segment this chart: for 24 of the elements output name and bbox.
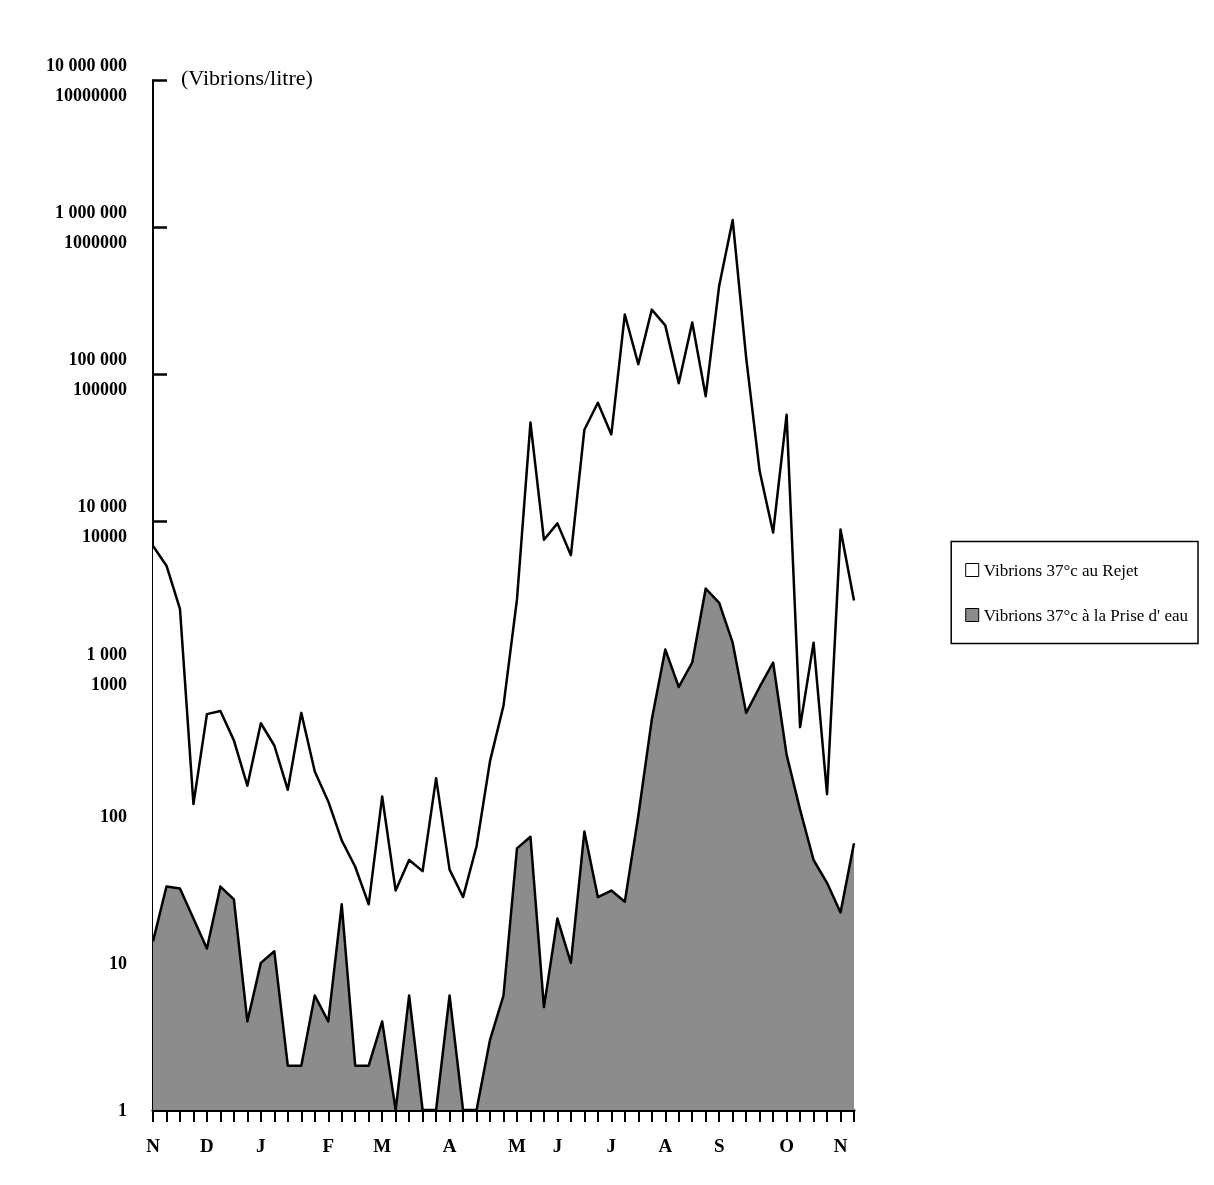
x-tick-label: D	[200, 1135, 214, 1156]
y-tick-label: 100	[100, 805, 127, 826]
y-tick-label: 1 000 1000	[86, 643, 127, 694]
y-tick-label: 10 000 000 10000000	[46, 55, 127, 105]
y-tick-label: 1 000 000 1000000	[55, 202, 127, 253]
x-tick-label: F	[322, 1135, 335, 1156]
y-tick-label: 1	[118, 1100, 127, 1120]
x-tick-label: S	[713, 1135, 725, 1156]
y-tick-label: 100 000 100000	[68, 349, 127, 400]
x-tick-label: M	[373, 1135, 392, 1156]
y-tick-label: 10	[109, 952, 127, 973]
x-tick-label: O	[779, 1135, 794, 1156]
x-tick-label: A	[658, 1135, 673, 1156]
x-tick-label: J	[552, 1135, 563, 1156]
x-tick-label: M	[508, 1135, 527, 1156]
x-tick-label: N	[833, 1135, 848, 1156]
x-tick-label: N	[146, 1135, 161, 1156]
x-tick-label: A	[442, 1135, 457, 1156]
legend-label: Vibrions 37°c au Rejet	[983, 560, 1139, 580]
x-tick-label: J	[256, 1135, 266, 1156]
legend-label: Vibrions 37°c à la Prise d' eau	[983, 605, 1189, 625]
y-axis-title: (Vibrions/litre)	[181, 64, 313, 90]
y-tick-label: 10 000 10000	[77, 496, 127, 547]
x-tick-label: J	[606, 1135, 617, 1156]
